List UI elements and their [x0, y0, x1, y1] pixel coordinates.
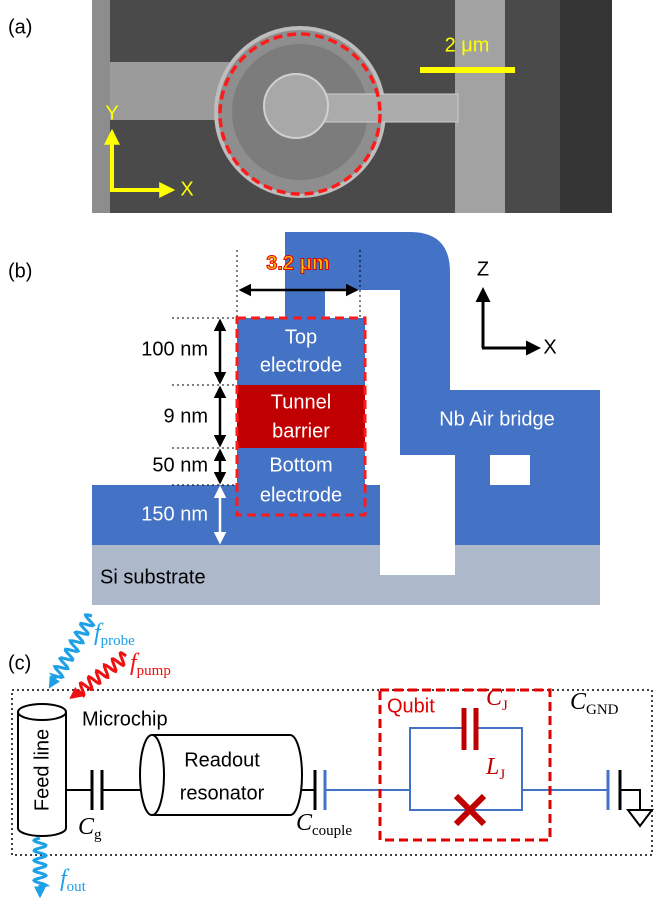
feed-line-label: Feed line — [31, 729, 53, 811]
layer-label: Top — [285, 326, 317, 348]
thickness-label: 100 nm — [141, 338, 208, 360]
figure: (a) 2 μm Y X (b) 3.2 μm Z X 100 nm 9 nm … — [0, 0, 658, 905]
edge — [560, 0, 612, 213]
component-label: CGND — [570, 689, 619, 719]
subscript: J — [499, 767, 505, 783]
wavy-arrow — [71, 653, 126, 698]
resonator-end — [140, 735, 164, 815]
layer-label: barrier — [272, 420, 330, 442]
symbol: C — [486, 685, 503, 711]
panel-label: (b) — [8, 260, 32, 282]
axis-label: X — [543, 336, 556, 358]
subscript: couple — [312, 823, 352, 839]
page: Figure html, body { margin: 0; padding: … — [0, 0, 658, 905]
component-label: Ccouple — [296, 810, 352, 840]
lead — [455, 0, 505, 213]
resonator-label: resonator — [180, 782, 265, 804]
symbol: C — [570, 689, 587, 715]
scale-bar-label: 2 μm — [445, 34, 490, 56]
body: {"figure": { "a": {"label": "(a)", "scal… — [0, 0, 658, 905]
thickness-label: 150 nm — [141, 503, 208, 525]
substrate-label: Si substrate — [100, 566, 206, 588]
subscript: J — [502, 698, 508, 714]
gap — [380, 485, 455, 575]
bridge-label: Nb Air bridge — [439, 408, 555, 430]
resonator-label: Readout — [184, 749, 260, 771]
frequency-label: fprobe — [94, 620, 135, 650]
width-label: 3.2 μm — [266, 252, 329, 274]
subscript: probe — [101, 633, 135, 649]
subscript: pump — [137, 663, 171, 679]
axis-label: Y — [105, 102, 118, 124]
layer-label: Tunnel — [271, 391, 331, 413]
island — [264, 74, 328, 138]
layer-label: Bottom — [269, 454, 332, 476]
symbol: C — [296, 810, 313, 836]
qubit-label: Qubit — [387, 695, 435, 717]
symbol: L — [485, 754, 499, 780]
frequency-label: fout — [60, 866, 87, 896]
component-label: CJ — [486, 685, 508, 715]
symbol: C — [78, 814, 95, 840]
subscript: GND — [586, 702, 619, 718]
ground — [620, 790, 652, 826]
air-bridge — [455, 455, 490, 485]
frequency-label: fpump — [130, 650, 171, 680]
base-layer — [455, 485, 600, 545]
chip-label: Microchip — [82, 708, 168, 730]
panel-label: (a) — [8, 16, 32, 38]
feed-line-end — [18, 704, 66, 720]
thickness-label: 50 nm — [152, 454, 208, 476]
component-label: Cg — [78, 814, 102, 844]
shapes — [12, 0, 652, 896]
axis-label: X — [180, 178, 193, 200]
component-label: LJ — [485, 754, 505, 784]
subscript: g — [94, 827, 102, 843]
subscript: out — [67, 879, 87, 895]
axis-label: Z — [477, 258, 489, 280]
wavy-arrow — [50, 615, 93, 687]
layer-label: electrode — [260, 354, 342, 376]
panel-label: (c) — [8, 652, 31, 674]
layer-label: electrode — [260, 484, 342, 506]
thickness-label: 9 nm — [164, 405, 208, 427]
wavy-arrow — [34, 838, 46, 896]
